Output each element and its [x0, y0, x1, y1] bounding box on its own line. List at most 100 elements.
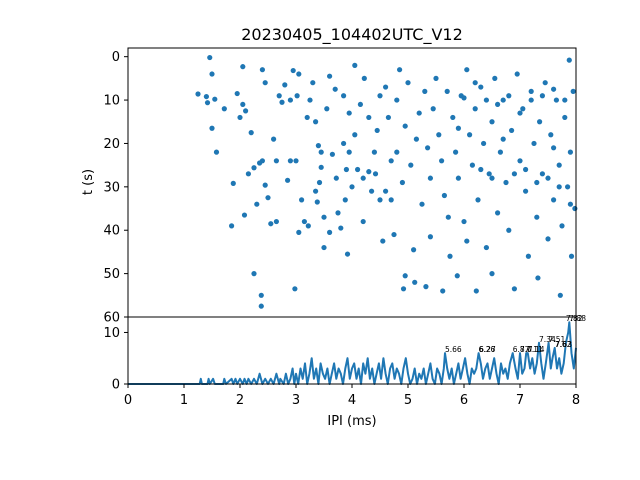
scatter-point: [383, 188, 389, 194]
x-axis-label: IPI (ms): [327, 414, 376, 429]
histogram-line: [128, 321, 577, 385]
scatter-point: [352, 132, 358, 138]
scatter-point: [455, 175, 461, 181]
scatter-point: [489, 271, 495, 277]
x-tick-label: 6: [460, 393, 468, 408]
scatter-point: [327, 229, 333, 235]
scatter-point: [237, 114, 243, 121]
scatter-point: [321, 244, 327, 251]
scatter-point: [285, 177, 291, 183]
y-tick-label: 0: [112, 50, 120, 65]
scatter-point: [279, 99, 285, 105]
scatter-point: [318, 164, 324, 170]
peak-label: 7.34: [539, 335, 556, 344]
scatter-point: [335, 210, 341, 216]
scatter-point: [441, 192, 447, 199]
scatter-point: [221, 106, 227, 112]
scatter-point: [497, 149, 503, 155]
histogram-panel: 5.66 6.266.27 6.877.07.117.147.347.517.627…: [103, 314, 586, 429]
scatter-point: [495, 101, 501, 108]
x-tick-label: 3: [292, 393, 300, 408]
scatter-point: [207, 54, 213, 61]
scatter-point: [324, 106, 330, 112]
peak-label: 7.11: [526, 345, 543, 354]
peak-label: 7.88: [569, 314, 586, 323]
x-tick-label: 2: [236, 393, 244, 408]
scatter-point: [566, 57, 572, 63]
scatter-point: [445, 214, 451, 220]
scatter-point: [258, 303, 264, 309]
scatter-point: [503, 179, 509, 186]
scatter-point: [559, 223, 565, 229]
scatter-point: [400, 286, 407, 292]
scatter-point: [534, 214, 540, 220]
scatter-point: [412, 279, 418, 285]
histogram-y-ticks: 0 10: [103, 326, 128, 393]
scatter-point: [483, 97, 489, 103]
scatter-point: [473, 288, 479, 294]
scatter-point: [514, 71, 520, 77]
scatter-point: [450, 114, 456, 121]
scatter-point: [287, 97, 293, 103]
scatter-point: [517, 158, 523, 164]
scatter-point: [360, 218, 366, 225]
scatter-point: [254, 201, 260, 207]
scatter-point: [511, 171, 517, 177]
scatter-point: [439, 158, 445, 164]
scatter-point: [556, 184, 562, 190]
scatter-point: [444, 88, 450, 94]
scatter-point: [557, 292, 563, 298]
scatter-point: [567, 149, 574, 155]
scatter-point: [332, 86, 338, 92]
scatter-point: [292, 286, 298, 292]
scatter-point: [539, 171, 546, 177]
scatter-point: [341, 93, 347, 99]
scatter-point: [245, 171, 251, 177]
scatter-point: [427, 234, 433, 240]
scatter-point: [296, 229, 302, 235]
scatter-point: [310, 80, 316, 86]
scatter-point: [454, 273, 460, 279]
scatter-point: [461, 218, 467, 225]
scatter-point: [240, 64, 246, 70]
scatter-point: [440, 288, 446, 294]
scatter-point: [539, 93, 546, 99]
peak-label: 7.62: [555, 340, 572, 349]
scatter-point: [537, 119, 543, 125]
scatter-point: [565, 184, 571, 190]
peak-label: 5.66: [445, 345, 462, 354]
scatter-point: [240, 101, 246, 108]
scatter-point: [346, 110, 352, 116]
scatter-point: [338, 225, 344, 231]
scatter-point: [436, 132, 442, 138]
scatter-point: [251, 271, 257, 277]
peak-label: 7.82: [566, 314, 583, 323]
scatter-point: [314, 199, 320, 205]
scatter-point: [265, 195, 271, 201]
scatter-point: [483, 244, 489, 251]
scatter-point: [282, 82, 288, 88]
scatter-point: [411, 247, 417, 253]
scatter-point: [248, 130, 254, 136]
scatter-point: [305, 223, 311, 229]
scatter-point: [377, 197, 383, 203]
y-axis-ticks: 0 10 20 30 40 50 60: [103, 50, 128, 326]
scatter-point: [383, 84, 389, 90]
scatter-point: [333, 175, 339, 181]
scatter-point: [545, 236, 551, 242]
scatter-point: [520, 106, 526, 112]
scatter-point: [531, 140, 537, 147]
y-tick-label: 20: [103, 137, 120, 152]
scatter-point: [315, 143, 321, 149]
scatter-point: [423, 284, 429, 290]
scatter-point: [551, 197, 557, 203]
scatter-point: [203, 93, 209, 100]
scatter-point: [294, 93, 300, 99]
scatter-point: [568, 253, 575, 259]
scatter-point: [500, 97, 506, 103]
scatter-point: [570, 88, 576, 94]
scatter-point: [551, 86, 557, 92]
scatter-point: [377, 93, 383, 99]
scatter-point: [481, 140, 487, 147]
